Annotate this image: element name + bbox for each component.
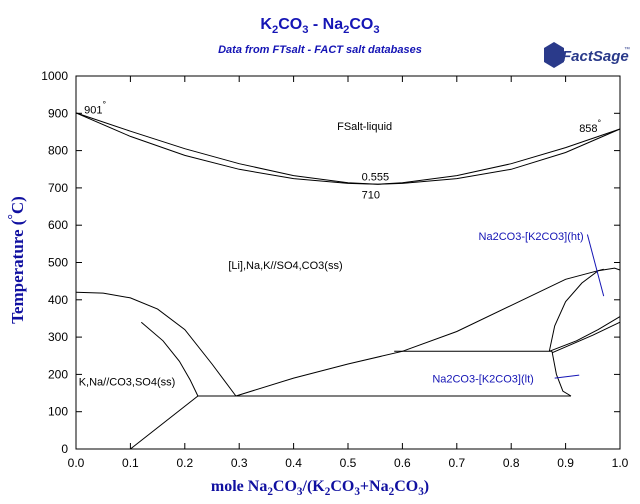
xlabel-sub: 2: [267, 486, 273, 499]
region-label: Na2CO3-[K2CO3](lt): [432, 374, 533, 386]
chart-subtitle: Data from FTsalt - FACT salt databases: [218, 44, 422, 56]
region-label: 901°: [84, 99, 106, 116]
x-tick-label: 0.2: [176, 456, 193, 470]
y-tick-label: 300: [48, 330, 68, 344]
x-tick-label: 0.5: [340, 456, 357, 470]
title-sub: 3: [373, 24, 380, 37]
phase-boundary-solvus_left_low: [130, 395, 199, 450]
x-tick-label: 0.3: [231, 456, 248, 470]
phase-boundary-tie_line_inner: [551, 321, 621, 354]
y-tick-label: 200: [48, 367, 68, 381]
xlabel-sub: 3: [296, 486, 303, 499]
xlabel-sub: 3: [354, 486, 360, 499]
title-sub: 2: [343, 24, 350, 37]
region-label: [Li],Na,K//SO4,CO3(ss): [228, 260, 342, 272]
y-tick-label: 600: [48, 218, 68, 232]
phase-boundary-solidus: [75, 112, 621, 185]
xlabel-sub: 2: [324, 486, 331, 499]
region-label: 0.555: [362, 171, 390, 183]
logo-mark: [544, 42, 564, 68]
phase-boundary-solvus_mid: [235, 268, 604, 397]
x-axis-label: mole Na2CO3/(K2CO3+Na2CO3): [0, 478, 640, 498]
y-tick-label: 500: [48, 256, 68, 270]
factsage-logo: FactSage ™: [544, 42, 630, 68]
xlabel-part: CO: [394, 478, 419, 495]
xlabel-part: CO: [272, 478, 297, 495]
logo-text: FactSage: [562, 48, 629, 65]
y-tick-label: 900: [48, 106, 68, 120]
xlabel-part: mole Na: [210, 478, 268, 495]
x-tick-label: 0.6: [394, 456, 411, 470]
y-tick-label: 400: [48, 293, 68, 307]
xlabel-sub: 2: [388, 486, 395, 499]
xlabel-sub: 3: [418, 486, 424, 499]
y-tick-label: 100: [48, 405, 68, 419]
title-sub: 3: [302, 24, 309, 37]
y-tick-label: 1000: [41, 69, 68, 83]
phase-boundary-solvus_left_inner: [140, 321, 199, 397]
region-label: 858°: [579, 118, 601, 135]
degree-sup: °: [598, 118, 602, 128]
title-part: K: [260, 16, 272, 33]
label-pointer-line: [554, 374, 580, 379]
phase-boundary-solvus_left: [75, 291, 237, 397]
x-tick-label: 0.4: [285, 456, 302, 470]
region-label: Na2CO3-[K2CO3](ht): [479, 231, 584, 243]
chart-title: K2CO3 - Na2CO3: [0, 16, 640, 36]
phase-boundary-lt_boundary: [551, 351, 572, 397]
title-sub: 2: [271, 24, 279, 37]
xlabel-part: +Na: [359, 478, 389, 495]
title-part: CO: [349, 16, 374, 33]
phase-boundary-ht_dome_right: [549, 316, 621, 352]
x-tick-label: 0.1: [122, 456, 139, 470]
region-label: K,Na//CO3,SO4(ss): [79, 377, 176, 389]
degree-sup: °: [103, 99, 107, 109]
label-pointer-line: [586, 234, 605, 297]
xlabel-part: CO: [330, 478, 355, 495]
y-tick-label: 700: [48, 181, 68, 195]
title-part: CO: [278, 16, 303, 33]
x-tick-label: 1.0: [612, 456, 629, 470]
region-label: FSalt-liquid: [337, 121, 392, 133]
x-tick-label: 0.7: [448, 456, 465, 470]
logo-tm: ™: [624, 46, 630, 53]
phase-boundary-ht_dome: [548, 267, 621, 352]
title-part: - Na: [308, 16, 344, 33]
y-tick-label: 0: [61, 442, 68, 456]
y-tick-label: 800: [48, 144, 68, 158]
xlabel-part: ): [423, 478, 430, 495]
x-tick-label: 0.9: [557, 456, 574, 470]
x-tick-label: 0.8: [503, 456, 520, 470]
xlabel-part: /(K: [302, 478, 325, 495]
x-tick-label: 0.0: [68, 456, 85, 470]
region-label: 710: [362, 189, 380, 201]
